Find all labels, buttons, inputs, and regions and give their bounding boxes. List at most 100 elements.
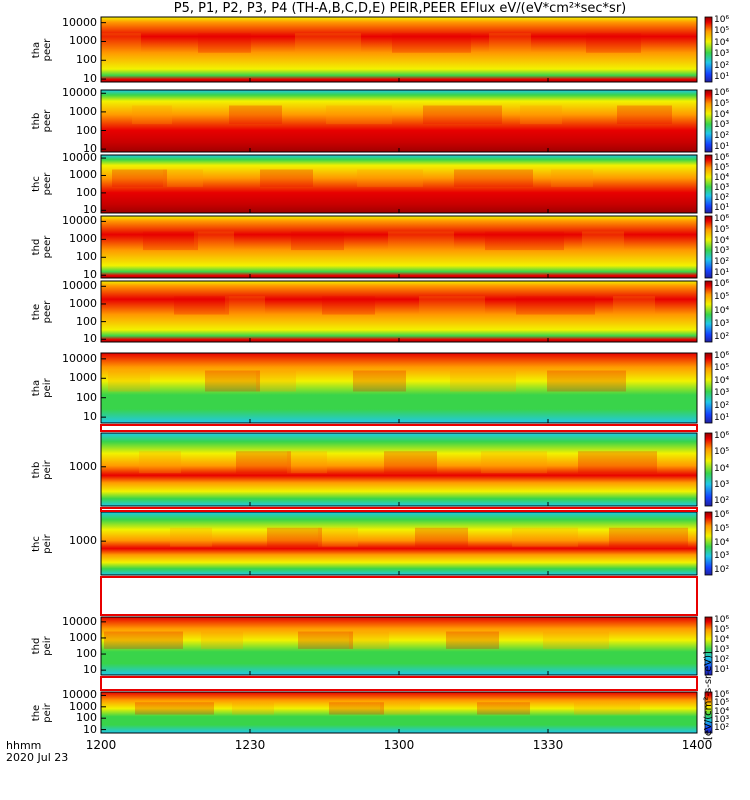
- flux-patch: [194, 231, 234, 251]
- colorbar-tick-label: 10⁴: [714, 537, 730, 548]
- colorbar-tick-label: 10⁵: [714, 292, 730, 303]
- colorbar-thd_peir: [704, 616, 713, 676]
- colorbar-tick-label: 10³: [714, 645, 730, 655]
- panel-species: peer: [42, 172, 53, 196]
- panel-ylabel: thc peer: [31, 164, 53, 204]
- colorbar-tick-label: 10³: [714, 183, 730, 193]
- colorbar-tick-label: 10³: [714, 246, 730, 257]
- y-tick-label: 10: [83, 332, 97, 346]
- panel-ylabel: tha peir: [31, 368, 53, 408]
- y-tick-label: 1000: [69, 104, 97, 118]
- x-tick-label: 1230: [234, 738, 266, 752]
- y-tick-label: 100: [76, 647, 97, 661]
- spectrogram-thb_peer: [101, 90, 697, 152]
- flux-patch: [108, 370, 150, 392]
- colorbar-tha_peer: [704, 16, 713, 83]
- x-tick-label: 1400: [681, 738, 713, 752]
- y-tick-label: 10000: [62, 151, 97, 165]
- x-tick-label: 1330: [532, 738, 564, 752]
- flux-patch: [423, 105, 502, 125]
- colorbar-tick-label: 10⁶: [714, 153, 730, 163]
- colorbar-tick-label: 10⁴: [714, 706, 730, 717]
- panel-probe: tha: [31, 41, 42, 58]
- panel-separator: [100, 424, 698, 432]
- colorbar-tick-label: 10²: [714, 60, 730, 71]
- panel-ylabel: the peer: [31, 292, 53, 332]
- y-tick-label: 10: [83, 722, 97, 736]
- colorbar-tick-label: 10⁶: [714, 510, 730, 520]
- flux-patch: [170, 527, 212, 547]
- panel-probe: tha: [31, 379, 42, 397]
- colorbar-the_peer: [704, 280, 713, 343]
- flux-patch: [229, 105, 282, 125]
- panel-probe: the: [31, 704, 42, 721]
- flux-patch: [543, 631, 609, 649]
- panel-species: peer: [42, 300, 53, 323]
- panel-species: peir: [42, 533, 53, 554]
- colorbar-tick-label: 10⁵: [714, 98, 730, 109]
- spectrogram-the_peer: [101, 281, 697, 342]
- y-tick-label: 10000: [62, 351, 97, 365]
- colorbar-tick-label: 10⁴: [714, 375, 730, 386]
- flux-patch: [547, 370, 626, 392]
- colorbar-tick-label: 10³: [714, 49, 730, 60]
- colorbar-tick-label: 10⁶: [714, 15, 730, 25]
- flux-patch: [454, 169, 533, 187]
- colorbar-tick-label: 10⁴: [714, 635, 730, 645]
- flux-patch: [419, 296, 485, 315]
- y-tick-label: 10000: [62, 15, 97, 29]
- colorbar-tick-label: 10¹: [714, 72, 730, 82]
- flux-patch: [205, 370, 260, 392]
- spectrogram-thc_peir: [101, 512, 697, 575]
- panel-probe: thb: [31, 461, 42, 478]
- panel-species: peer: [42, 38, 53, 61]
- panel-probe: thd: [31, 637, 42, 655]
- y-tick-label: 10: [83, 142, 97, 156]
- colorbar-tick-label: 10⁶: [714, 214, 730, 224]
- x-axis-label: hhmm 2020 Jul 23: [6, 740, 68, 764]
- flux-patch: [329, 702, 384, 715]
- flux-patch: [295, 33, 361, 53]
- colorbar-tick-label: 10⁶: [714, 88, 730, 98]
- flux-patch: [287, 451, 327, 474]
- panel-probe: thc: [31, 535, 42, 552]
- panel-probe: the: [31, 303, 42, 320]
- flux-patch: [201, 631, 243, 649]
- flux-patch: [236, 451, 291, 474]
- y-tick-label: 10000: [62, 279, 97, 293]
- flux-patch: [198, 33, 251, 53]
- colorbar-tick-label: 10⁴: [714, 173, 730, 183]
- panel-thb_peer: [100, 89, 713, 153]
- spectrogram-tha_peer: [101, 17, 697, 82]
- colorbar-tick-label: 10⁶: [714, 690, 730, 700]
- colorbar-tick-label: 10⁵: [714, 163, 730, 173]
- colorbar-tick-label: 10¹: [714, 665, 730, 675]
- panel-separator: [100, 576, 698, 616]
- colorbar-tick-label: 10³: [714, 120, 730, 131]
- flux-patch: [617, 105, 672, 125]
- y-tick-label: 10: [83, 268, 97, 282]
- colorbar-tick-label: 10⁴: [714, 235, 730, 246]
- flux-patch: [163, 169, 203, 187]
- colorbar-tick-label: 10²: [714, 257, 730, 268]
- y-tick-label: 100: [76, 53, 97, 67]
- colorbar-tick-label: 10²: [714, 496, 730, 506]
- y-tick-label: 1000: [69, 168, 97, 182]
- flux-patch: [139, 451, 181, 474]
- panel-probe: thc: [31, 176, 42, 192]
- flux-patch: [326, 105, 392, 125]
- flux-patch: [481, 451, 547, 474]
- panel-thb_peir: [100, 432, 713, 507]
- flux-patch: [512, 527, 578, 547]
- panel-species: peer: [42, 235, 53, 259]
- x-tick-label: 1200: [85, 738, 117, 752]
- colorbar-tick-label: 10³: [714, 551, 730, 562]
- flux-patch: [353, 370, 406, 392]
- flux-patch: [101, 33, 141, 53]
- colorbar-the_peir: [704, 691, 713, 734]
- colorbar-tick-label: 10⁵: [714, 26, 730, 37]
- flux-patch: [357, 169, 423, 187]
- panel-ylabel: thb peer: [31, 101, 53, 141]
- colorbar-tick-label: 10⁵: [714, 523, 730, 534]
- spectrogram-thc_peer: [101, 155, 697, 213]
